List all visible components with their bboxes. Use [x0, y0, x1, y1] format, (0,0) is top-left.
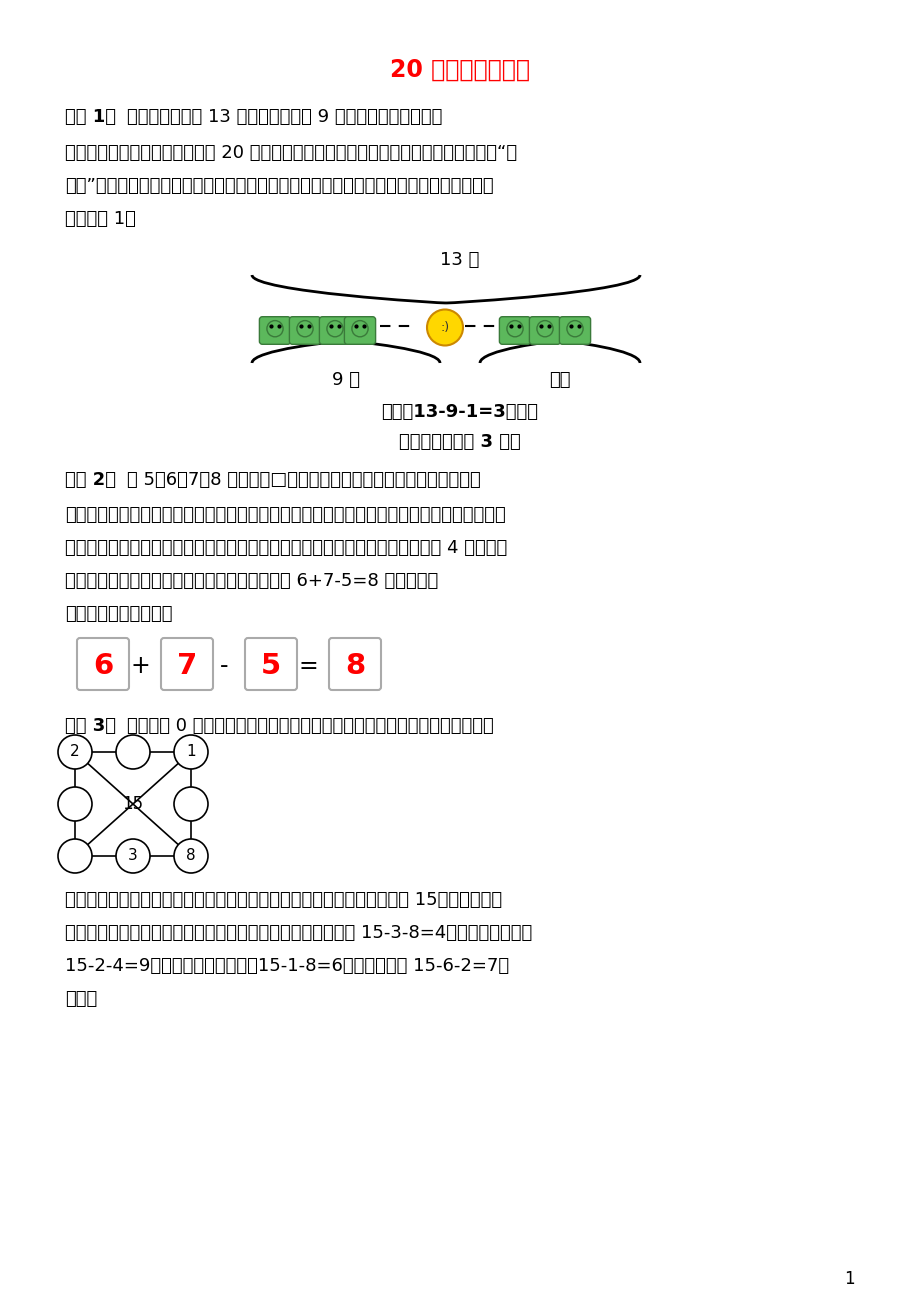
Text: 6: 6: [93, 652, 113, 680]
Text: 15: 15: [122, 796, 143, 812]
FancyBboxPatch shape: [528, 316, 560, 344]
Text: 把 5、6、7、8 分别填入□中（每个数只能用一次），使等式成立。: 把 5、6、7、8 分别填入□中（每个数只能用一次），使等式成立。: [127, 471, 481, 490]
FancyBboxPatch shape: [559, 316, 590, 344]
Circle shape: [297, 320, 312, 337]
Circle shape: [426, 310, 462, 345]
Text: 题时，先从已知两个数的边开始填起，如最下面的边圆圈中填 15-3-8=4，这样左面的边填: 题时，先从已知两个数的边开始填起，如最下面的边圆圈中填 15-3-8=4，这样左…: [65, 924, 532, 943]
Text: 【例 3】: 【例 3】: [65, 717, 116, 736]
Text: 2: 2: [70, 745, 80, 759]
FancyBboxPatch shape: [289, 316, 320, 344]
Circle shape: [267, 320, 283, 337]
Circle shape: [116, 838, 150, 874]
Text: 20 以内的退位减法: 20 以内的退位减法: [390, 59, 529, 82]
Text: 在下面的 0 里填上适当的数，使每条线三个数相加的和都等于图中间的数。: 在下面的 0 里填上适当的数，使每条线三个数相加的和都等于图中间的数。: [127, 717, 494, 736]
FancyBboxPatch shape: [77, 638, 129, 690]
Text: 5: 5: [261, 652, 281, 680]
Text: 8: 8: [345, 652, 365, 680]
Text: 解析：本题考查的知识点是利用分析法、推理法和排除法分析和解答算式填数问题。解答时，: 解析：本题考查的知识点是利用分析法、推理法和排除法分析和解答算式填数问题。解答时…: [65, 506, 505, 523]
Circle shape: [537, 320, 552, 337]
Text: 7: 7: [176, 652, 197, 680]
FancyBboxPatch shape: [161, 638, 213, 690]
Circle shape: [116, 736, 150, 769]
Text: 3: 3: [128, 849, 138, 863]
FancyBboxPatch shape: [499, 316, 530, 344]
FancyBboxPatch shape: [344, 316, 375, 344]
Text: 13 人: 13 人: [440, 251, 479, 270]
Circle shape: [174, 736, 208, 769]
Circle shape: [58, 736, 92, 769]
Text: 先观察算式中有一个加号一个减号，也就是说先求和再求差，最后结果还必须是 4 个数中的: 先观察算式中有一个加号一个减号，也就是说先求和再求差，最后结果还必须是 4 个数…: [65, 539, 506, 557]
FancyBboxPatch shape: [244, 638, 297, 690]
Circle shape: [566, 320, 583, 337]
Text: 示法”来理解题意（如下图）并分析，但是要注意不要忘记用总数减去聪聪左边的人数后，: 示法”来理解题意（如下图）并分析，但是要注意不要忘记用总数减去聪聪左边的人数后，: [65, 177, 494, 195]
Text: 1: 1: [186, 745, 196, 759]
Text: 【例 1】: 【例 1】: [65, 108, 116, 126]
Text: ？人: ？人: [549, 371, 570, 389]
FancyBboxPatch shape: [319, 316, 350, 344]
Text: 解答：13-9-1=3（人）: 解答：13-9-1=3（人）: [381, 404, 538, 421]
FancyBboxPatch shape: [259, 316, 290, 344]
Text: 解析：本题考查的知识点是利用 20 以内的退位减法解答排队人数问题。解答时可以使用“图: 解析：本题考查的知识点是利用 20 以内的退位减法解答排队人数问题。解答时可以使…: [65, 145, 516, 161]
Circle shape: [58, 786, 92, 822]
Text: 【例 2】: 【例 2】: [65, 471, 116, 490]
Text: 一排队伍一共有 13 人，聪聪左边有 9 人，聪聪右边有几人？: 一排队伍一共有 13 人，聪聪左边有 9 人，聪聪右边有几人？: [127, 108, 442, 126]
Text: 解析：本题考查的知识点是利用分析法填数，使得填出的数的和是指定的 15。解答此类问: 解析：本题考查的知识点是利用分析法填数，使得填出的数的和是指定的 15。解答此类…: [65, 891, 502, 909]
Text: 9 人: 9 人: [332, 371, 359, 389]
Circle shape: [326, 320, 343, 337]
Text: +: +: [130, 654, 150, 678]
Text: 解答：: 解答：: [65, 990, 97, 1008]
Text: 一个数。经过分析、推理和排除，最后可以确定 6+7-5=8 符合条件。: 一个数。经过分析、推理和排除，最后可以确定 6+7-5=8 符合条件。: [65, 572, 437, 590]
Text: =: =: [298, 654, 318, 678]
Text: 解答：（答案不唯一）: 解答：（答案不唯一）: [65, 605, 173, 622]
Text: 15-2-4=9；然后从最右边填起，15-1-8=6，上面的边填 15-6-2=7。: 15-2-4=9；然后从最右边填起，15-1-8=6，上面的边填 15-6-2=…: [65, 957, 508, 975]
Circle shape: [174, 786, 208, 822]
Circle shape: [506, 320, 523, 337]
Text: 8: 8: [186, 849, 196, 863]
Circle shape: [174, 838, 208, 874]
Text: :): :): [440, 322, 449, 335]
FancyBboxPatch shape: [329, 638, 380, 690]
Text: -: -: [220, 654, 228, 678]
Text: 还要减去 1。: 还要减去 1。: [65, 210, 136, 228]
Circle shape: [351, 320, 368, 337]
Circle shape: [58, 838, 92, 874]
Text: 答：聪聪右边有 3 人。: 答：聪聪右边有 3 人。: [399, 434, 520, 450]
Text: 1: 1: [844, 1269, 854, 1288]
